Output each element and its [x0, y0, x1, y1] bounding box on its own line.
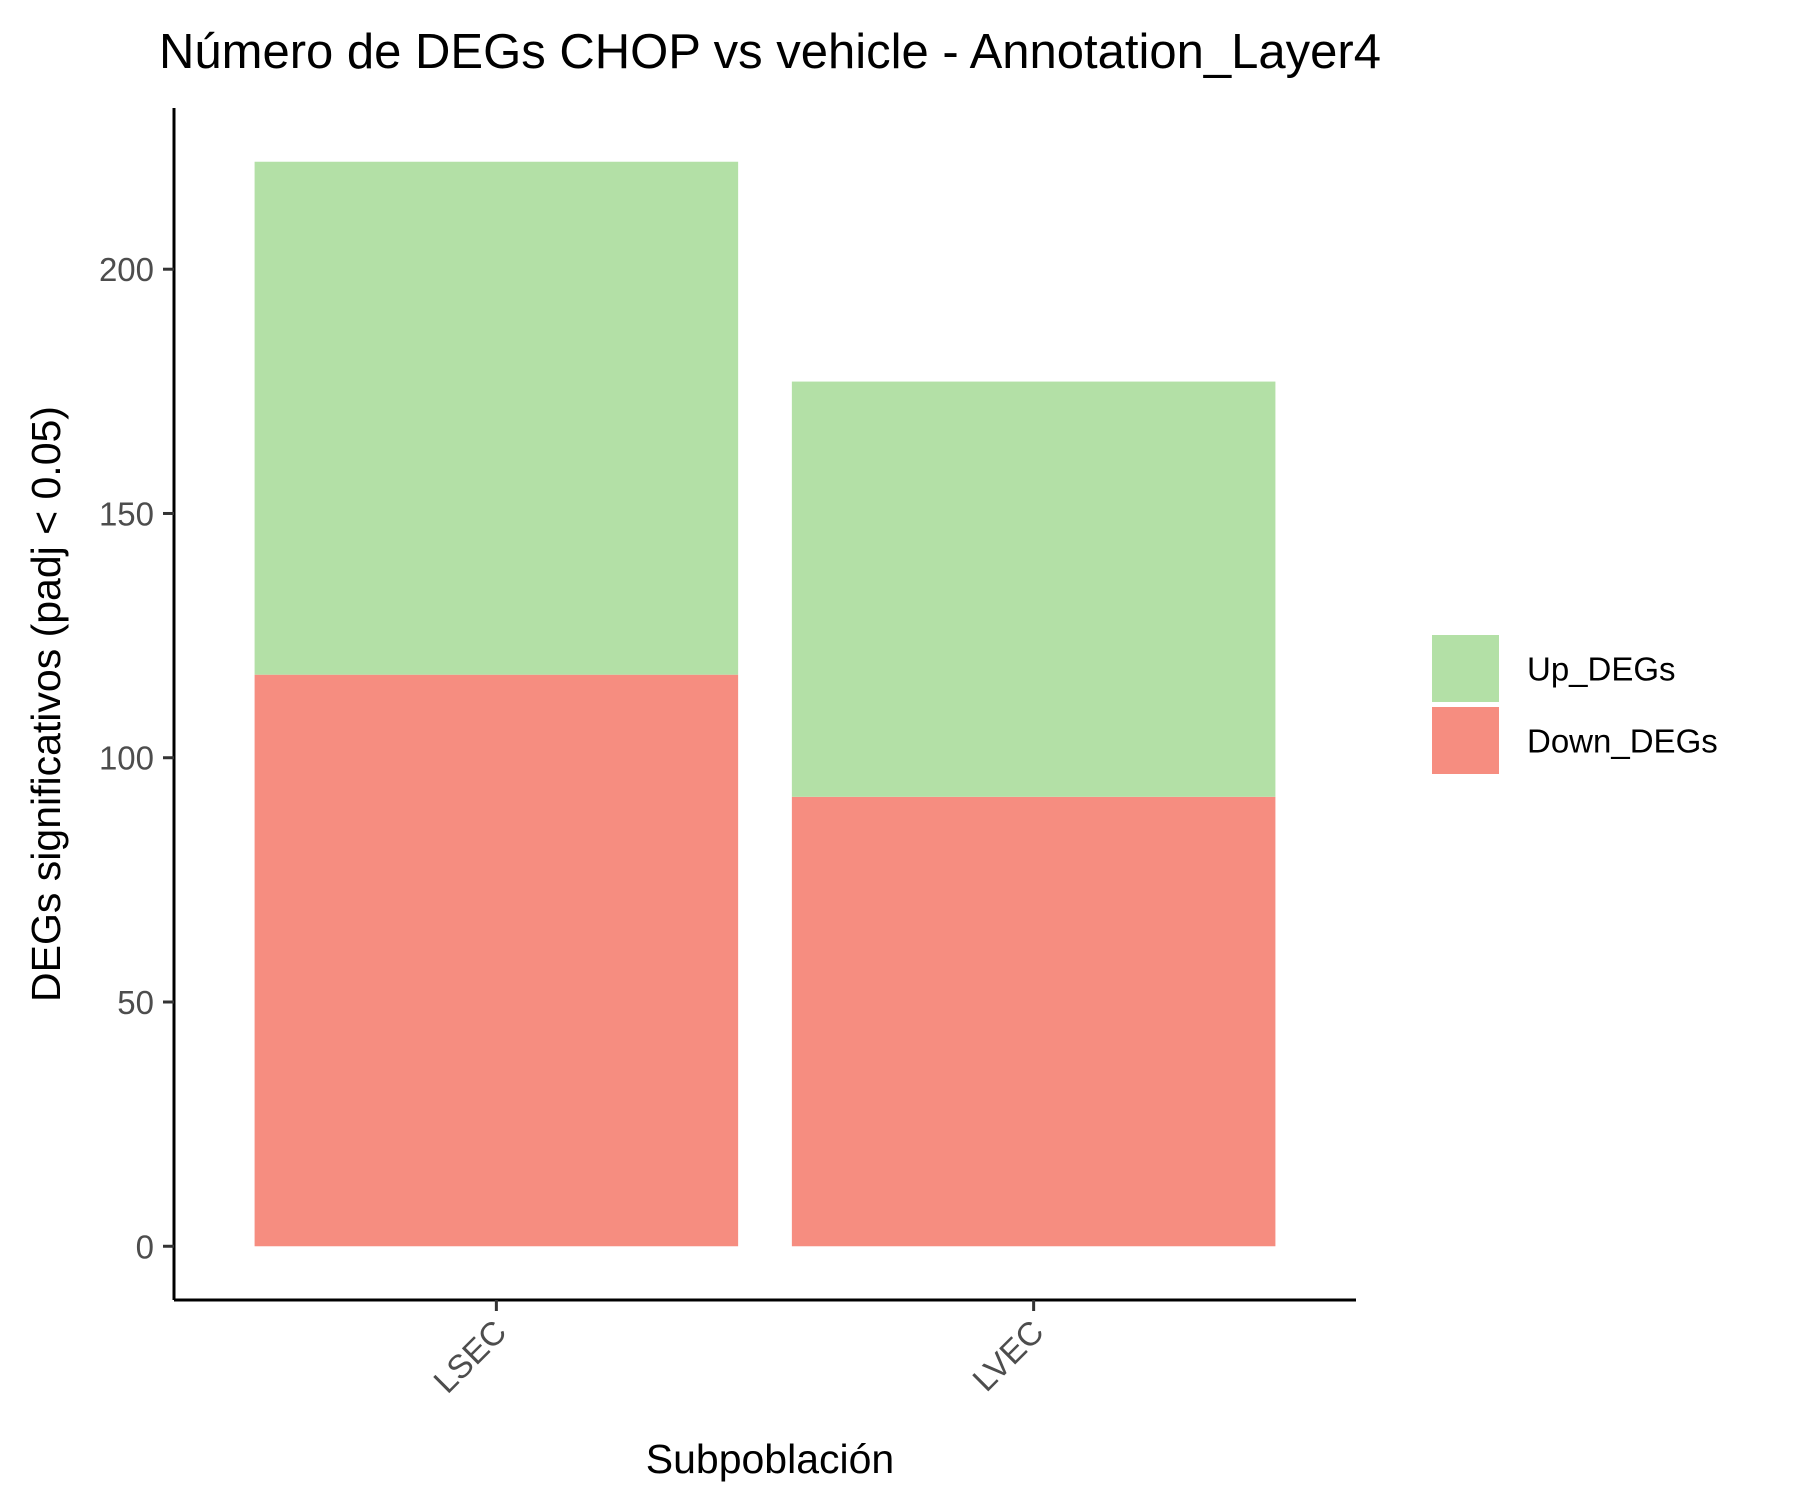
plot-bars [254, 161, 1276, 1247]
legend-label-down-degs: Down_DEGs [1527, 723, 1718, 760]
x-tick-label: LSEC [426, 1313, 513, 1400]
y-tick-label: 50 [117, 984, 154, 1021]
x-axis-ticks: LSEC LVEC [426, 1300, 1051, 1400]
legend-label-up-degs: Up_DEGs [1527, 651, 1676, 688]
y-tick-label: 150 [99, 495, 154, 532]
legend-key-down-degs [1432, 707, 1499, 774]
bar-lvec-down-degs [791, 796, 1276, 1247]
bar-lsec-up-degs [254, 161, 739, 675]
legend-key-up-degs [1432, 635, 1499, 702]
y-tick-label: 0 [136, 1228, 154, 1265]
x-axis-title: Subpoblación [646, 1436, 894, 1482]
y-tick-label: 200 [99, 251, 154, 288]
y-axis-title: DEGs significativos (padj < 0.05) [23, 406, 69, 1002]
bar-lvec-up-degs [791, 381, 1276, 797]
y-tick-label: 100 [99, 740, 154, 777]
legend: Up_DEGs Down_DEGs [1432, 635, 1718, 774]
y-axis-ticks: 0 50 100 150 200 [99, 251, 174, 1265]
bar-lsec-down-degs [254, 674, 739, 1247]
x-tick-label: LVEC [965, 1313, 1050, 1398]
chart-title: Número de DEGs CHOP vs vehicle - Annotat… [159, 25, 1381, 79]
